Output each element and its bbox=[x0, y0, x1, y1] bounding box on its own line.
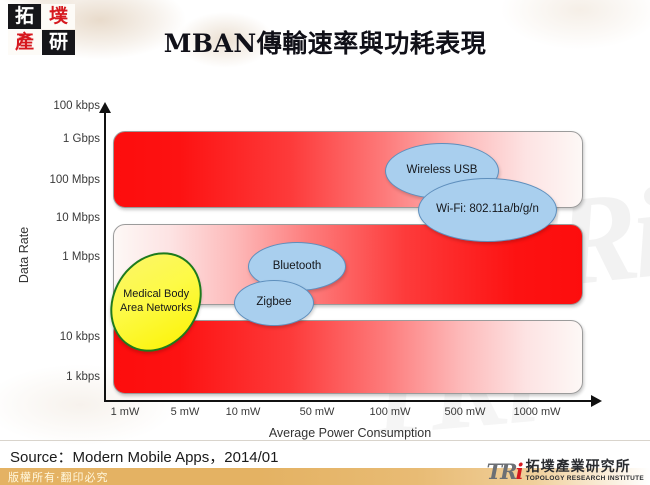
x-tick-5-mw: 5 mW bbox=[170, 406, 200, 418]
chart-area: Data Rate Average Power Consumption 1 Gb… bbox=[0, 100, 650, 440]
bubble-label: Wi-Fi: 802.11a/b/g/n bbox=[436, 203, 539, 216]
y-axis-arrow-icon bbox=[99, 102, 111, 113]
x-tick-10-mw: 10 mW bbox=[225, 406, 261, 418]
bubble-wifi[interactable]: Wi-Fi: 802.11a/b/g/n bbox=[418, 178, 557, 242]
copyright-notice: 版權所有‧翻印必究 bbox=[8, 471, 109, 484]
tri-wordmark-icon: TRi bbox=[486, 459, 524, 484]
y-tick-1-kbps: 1 kbps bbox=[66, 371, 100, 383]
tri-logo-footer: TRi 拓墣產業研究所 TOPOLOGY RESEARCH INSTITUTE bbox=[487, 460, 644, 483]
x-axis-line bbox=[104, 400, 594, 402]
footer-bar: 版權所有‧翻印必究 bbox=[0, 468, 650, 485]
source-divider bbox=[0, 440, 650, 441]
tri-name-chinese: 拓墣產業研究所 bbox=[525, 458, 631, 475]
y-tick-10-mbps: 10 Mbps bbox=[55, 212, 100, 224]
tri-logo-top-left: 拓 墣 產 研 bbox=[8, 4, 76, 56]
bubble-label: Bluetooth bbox=[272, 259, 322, 272]
x-tick-1000-mw: 1000 mW bbox=[513, 406, 561, 418]
bubble-label: Wireless USB bbox=[406, 164, 478, 177]
x-tick-1-mw: 1 mW bbox=[110, 406, 140, 418]
y-axis-ticks: 1 Gbps 100 Mbps 10 Mbps 1 Mbps 100 kbps … bbox=[0, 100, 100, 400]
x-tick-50-mw: 50 mW bbox=[299, 406, 335, 418]
y-tick-1-mbps: 1 Mbps bbox=[62, 251, 100, 263]
y-tick-10-kbps: 10 kbps bbox=[59, 331, 100, 343]
band-low-rate bbox=[113, 320, 583, 394]
x-axis-title: Average Power Consumption bbox=[268, 426, 432, 440]
x-tick-100-mw: 100 mW bbox=[369, 406, 411, 418]
source-text: Source：Modern Mobile Apps，2014/01 bbox=[10, 449, 279, 466]
logo-char-3: 產 bbox=[8, 30, 41, 55]
page-title: MBAN傳輸速率與功耗表現 bbox=[163, 29, 487, 58]
x-axis-arrow-icon bbox=[591, 395, 602, 407]
bubble-label: Zigbee bbox=[256, 296, 292, 309]
logo-char-4: 研 bbox=[42, 30, 75, 55]
y-tick-1-gbps: 1 Gbps bbox=[62, 133, 100, 145]
y-tick-100-mbps: 100 Mbps bbox=[49, 174, 100, 186]
x-tick-500-mw: 500 mW bbox=[444, 406, 486, 418]
y-axis-line bbox=[104, 112, 106, 402]
tri-name-english: TOPOLOGY RESEARCH INSTITUTE bbox=[525, 474, 644, 482]
logo-char-1: 拓 bbox=[8, 4, 41, 29]
bubble-zigbee[interactable]: Zigbee bbox=[234, 280, 314, 326]
y-tick-100-kbps: 100 kbps bbox=[53, 100, 100, 112]
logo-char-2: 墣 bbox=[42, 4, 75, 29]
bubble-label: Medical Body Area Networks bbox=[119, 288, 193, 314]
